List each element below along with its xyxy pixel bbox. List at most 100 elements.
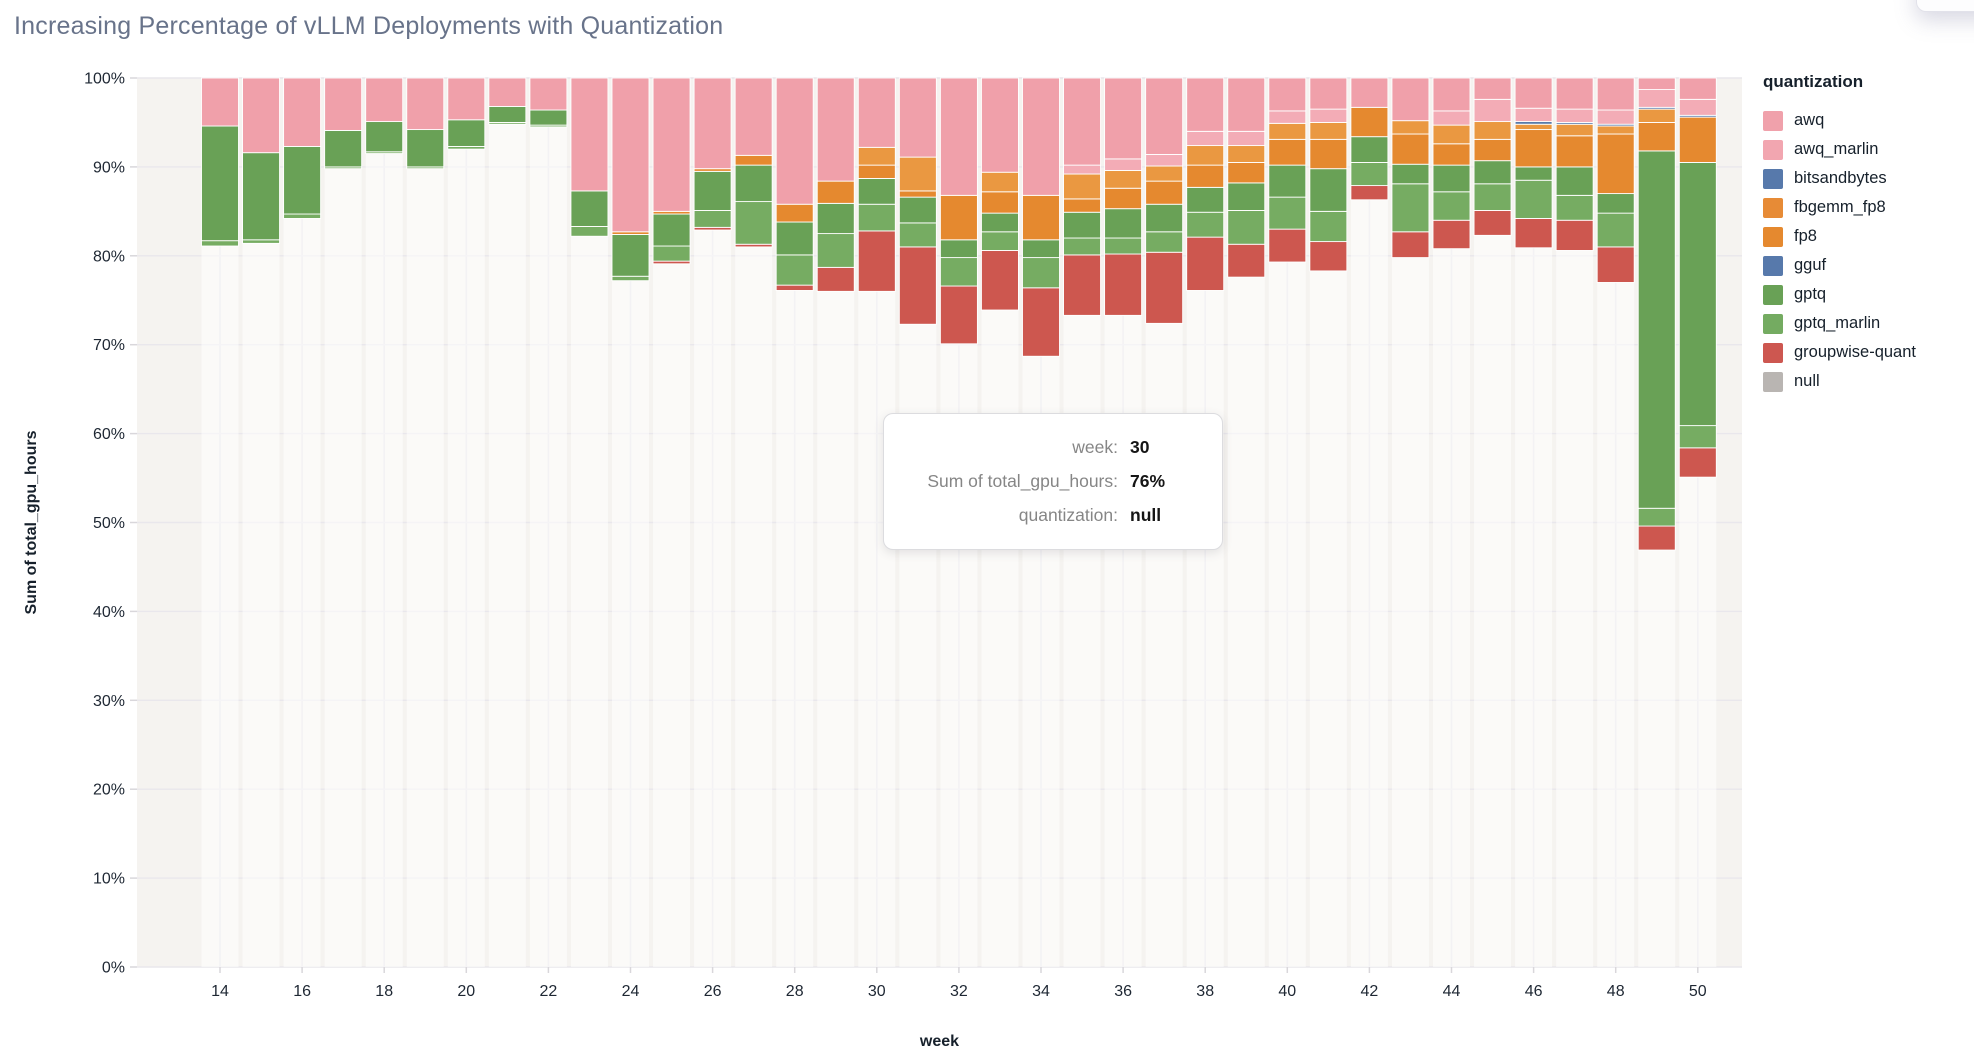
bar-segment-awq-week-20[interactable] [447,77,486,121]
bar-segment-awq_marlin-week-36[interactable] [1104,158,1143,171]
bar-segment-fp8-week-41[interactable] [1309,138,1348,170]
bar-segment-gptq-week-29[interactable] [816,202,855,235]
bar-segment-gptq_marlin-week-24[interactable] [611,275,650,282]
bar-segment-gptq_marlin-week-26[interactable] [693,210,732,228]
legend-item-groupwise-quant[interactable]: groupwise-quant [1763,338,1963,367]
bar-segment-groupwise-quant-week-30[interactable] [857,230,896,292]
bar-segment-gptq-week-43[interactable] [1391,163,1430,185]
bar-segment-null-week-44[interactable] [1433,248,1470,968]
bar-segment-awq-week-34[interactable] [1022,77,1060,196]
bar-segment-awq-week-32[interactable] [939,77,978,196]
bar-segment-gptq-week-17[interactable] [324,130,363,168]
bar-segment-gptq-week-42[interactable] [1350,136,1389,163]
bar-segment-awq_marlin-week-37[interactable] [1145,154,1184,167]
bar-segment-awq_marlin-week-41[interactable] [1309,108,1348,123]
bar-segment-gptq_marlin-week-43[interactable] [1391,183,1430,233]
bar-segment-awq-week-42[interactable] [1350,77,1389,108]
bar-segment-fp8-week-37[interactable] [1145,180,1184,205]
bar-segment-awq-week-26[interactable] [693,77,732,170]
bar-segment-fp8-week-30[interactable] [857,164,896,179]
bar-segment-groupwise-quant-week-47[interactable] [1555,219,1594,251]
bar-segment-null-week-50[interactable] [1679,477,1717,967]
bar-segment-awq_marlin-week-49[interactable] [1637,89,1676,108]
bar-segment-fp8-week-48[interactable] [1596,133,1635,195]
bar-segment-fbgemm_fp8-week-31[interactable] [898,156,937,192]
bar-segment-awq-week-17[interactable] [324,77,363,131]
bar-segment-null-week-20[interactable] [447,149,485,967]
bar-segment-gptq-week-35[interactable] [1063,211,1102,239]
bar-segment-awq-week-48[interactable] [1596,77,1635,111]
bar-segment-gptq_marlin-week-46[interactable] [1514,179,1553,219]
bar-segment-fbgemm_fp8-week-38[interactable] [1186,145,1225,166]
bar-segment-null-week-25[interactable] [653,263,691,967]
bar-segment-groupwise-quant-week-44[interactable] [1432,219,1471,250]
bar-segment-null-week-23[interactable] [570,236,608,967]
bar-segment-gptq_marlin-week-45[interactable] [1473,183,1512,211]
bar-segment-gptq-week-19[interactable] [406,129,445,168]
bar-segment-fp8-week-34[interactable] [1022,194,1060,241]
bar-segment-gptq-week-25[interactable] [652,213,691,247]
bar-segment-gptq-week-50[interactable] [1678,162,1717,427]
bar-segment-awq_marlin-week-35[interactable] [1063,164,1102,175]
bar-segment-gptq_marlin-week-42[interactable] [1350,162,1389,187]
bar-segment-gptq_marlin-week-27[interactable] [734,201,773,245]
bar-segment-gptq-week-31[interactable] [898,196,937,224]
bar-segment-fp8-week-45[interactable] [1473,138,1512,162]
legend-item-null[interactable]: null [1763,367,1963,396]
bar-segment-fbgemm_fp8-week-37[interactable] [1145,165,1184,182]
bar-segment-fp8-week-40[interactable] [1268,138,1307,166]
bar-segment-awq-week-49[interactable] [1637,77,1676,91]
bar-segment-awq-week-35[interactable] [1063,77,1102,166]
bar-segment-awq-week-16[interactable] [283,77,322,147]
bar-segment-null-week-21[interactable] [488,124,526,967]
bar-segment-fp8-week-31[interactable] [898,190,937,198]
bar-segment-gptq-week-45[interactable] [1473,160,1512,185]
bar-segment-gptq_marlin-week-14[interactable] [201,240,239,247]
bar-segment-gptq_marlin-week-25[interactable] [652,245,691,262]
bar-segment-gptq_marlin-week-32[interactable] [939,257,978,287]
bar-segment-gptq_marlin-week-33[interactable] [981,231,1019,251]
bar-segment-fp8-week-39[interactable] [1227,162,1266,184]
bar-segment-fp8-week-49[interactable] [1637,121,1676,152]
bar-segment-awq-week-38[interactable] [1186,77,1225,132]
bar-segment-gptq_marlin-week-38[interactable] [1186,211,1225,238]
bar-segment-null-week-28[interactable] [776,290,814,967]
bar-segment-null-week-29[interactable] [817,291,855,967]
bar-segment-fp8-week-38[interactable] [1186,164,1225,188]
bar-segment-gptq_marlin-week-44[interactable] [1432,191,1471,221]
legend-item-gguf[interactable]: gguf [1763,251,1963,280]
bar-segment-null-week-42[interactable] [1350,199,1388,968]
bar-segment-groupwise-quant-week-43[interactable] [1391,231,1430,259]
bar-segment-awq-week-44[interactable] [1432,77,1471,112]
bar-segment-fbgemm_fp8-week-36[interactable] [1104,170,1143,189]
bar-segment-gptq-week-21[interactable] [488,105,527,123]
bar-segment-groupwise-quant-week-50[interactable] [1678,447,1717,478]
bar-segment-awq-week-36[interactable] [1104,77,1143,160]
bar-segment-gptq_marlin-week-35[interactable] [1063,237,1102,256]
bar-segment-gptq-week-28[interactable] [775,221,814,256]
bar-segment-awq-week-22[interactable] [529,77,568,111]
bar-segment-fp8-week-33[interactable] [981,191,1019,214]
legend-item-gptq[interactable]: gptq [1763,280,1963,309]
bar-segment-fbgemm_fp8-week-45[interactable] [1473,121,1512,140]
bar-segment-null-week-26[interactable] [694,230,732,968]
legend-item-fbgemm_fp8[interactable]: fbgemm_fp8 [1763,193,1963,222]
bar-segment-fbgemm_fp8-week-44[interactable] [1432,124,1471,145]
bar-segment-null-week-43[interactable] [1391,257,1429,967]
bar-segment-null-week-48[interactable] [1597,282,1635,968]
legend-item-awq_marlin[interactable]: awq_marlin [1763,135,1963,164]
bar-segment-gptq-week-32[interactable] [939,239,978,259]
bar-segment-null-week-22[interactable] [529,126,567,967]
bar-segment-groupwise-quant-week-36[interactable] [1104,253,1143,316]
bar-segment-groupwise-quant-week-35[interactable] [1063,254,1102,316]
bar-segment-fp8-week-46[interactable] [1514,129,1553,168]
bar-segment-groupwise-quant-week-32[interactable] [939,285,978,345]
bar-segment-gptq_marlin-week-34[interactable] [1022,257,1060,289]
bar-segment-awq_marlin-week-47[interactable] [1555,108,1594,123]
bar-segment-awq-week-21[interactable] [488,77,527,107]
bar-segment-gptq_marlin-week-48[interactable] [1596,212,1635,248]
bar-segment-awq-week-50[interactable] [1678,77,1717,100]
bar-segment-gptq-week-22[interactable] [529,109,568,126]
bar-segment-awq-week-47[interactable] [1555,77,1594,110]
bar-segment-fp8-week-44[interactable] [1432,143,1471,166]
